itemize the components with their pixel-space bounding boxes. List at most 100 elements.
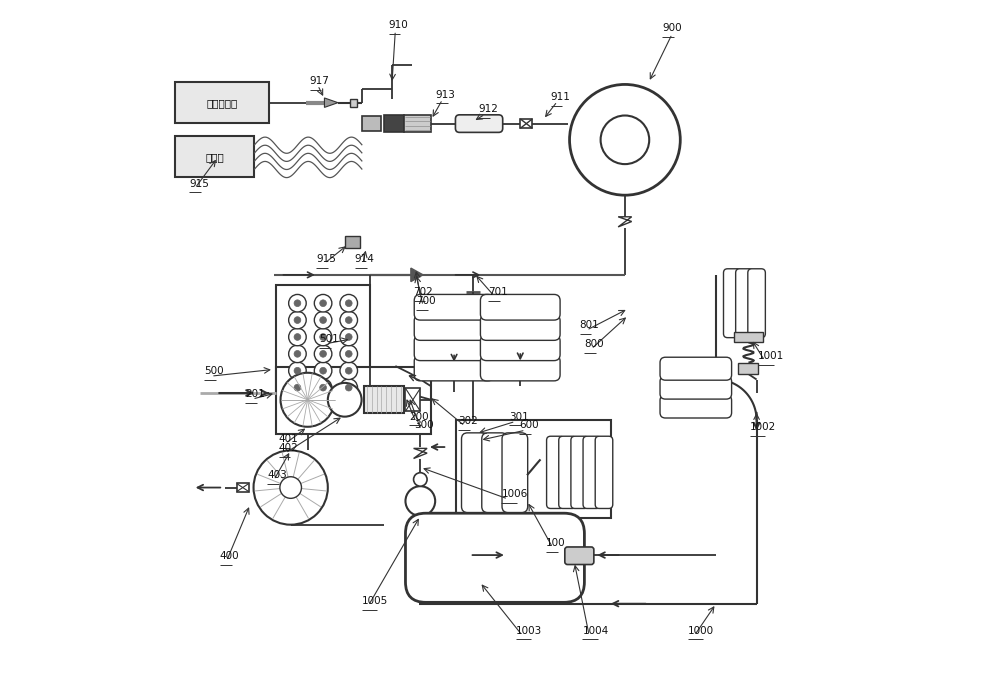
Text: 402: 402: [279, 443, 298, 454]
FancyBboxPatch shape: [345, 236, 360, 248]
Text: 100: 100: [546, 538, 566, 548]
Circle shape: [281, 373, 335, 426]
Text: 914: 914: [355, 254, 375, 264]
Text: 1003: 1003: [516, 626, 542, 636]
Text: 917: 917: [310, 76, 329, 86]
FancyBboxPatch shape: [414, 335, 494, 361]
Circle shape: [289, 311, 306, 329]
Text: 1004: 1004: [582, 626, 609, 636]
Circle shape: [340, 311, 358, 329]
Text: 600: 600: [519, 420, 539, 431]
Text: 500: 500: [204, 366, 224, 376]
Circle shape: [405, 486, 435, 516]
FancyBboxPatch shape: [480, 294, 560, 320]
FancyBboxPatch shape: [237, 483, 249, 492]
Text: 302: 302: [458, 416, 478, 426]
Circle shape: [345, 367, 352, 374]
Circle shape: [570, 85, 680, 195]
FancyBboxPatch shape: [455, 115, 503, 132]
FancyBboxPatch shape: [462, 433, 487, 513]
Circle shape: [345, 384, 352, 391]
Text: 401: 401: [279, 434, 298, 444]
Circle shape: [294, 384, 301, 391]
Circle shape: [340, 328, 358, 346]
Text: 1000: 1000: [688, 626, 714, 636]
Circle shape: [314, 294, 332, 312]
FancyBboxPatch shape: [414, 294, 494, 320]
Circle shape: [314, 328, 332, 346]
Circle shape: [414, 473, 427, 486]
Circle shape: [289, 345, 306, 363]
FancyBboxPatch shape: [571, 436, 588, 508]
FancyBboxPatch shape: [736, 268, 753, 338]
Circle shape: [294, 300, 301, 306]
FancyBboxPatch shape: [350, 98, 357, 106]
Circle shape: [320, 367, 326, 374]
Circle shape: [345, 351, 352, 357]
Text: 915: 915: [189, 179, 209, 188]
Text: 200: 200: [409, 412, 428, 422]
Circle shape: [314, 311, 332, 329]
Text: 900: 900: [662, 24, 682, 33]
Polygon shape: [324, 98, 338, 107]
Circle shape: [254, 450, 328, 525]
Circle shape: [340, 362, 358, 380]
Circle shape: [328, 383, 362, 417]
Text: 403: 403: [267, 471, 287, 481]
Text: 1006: 1006: [501, 490, 528, 499]
FancyBboxPatch shape: [547, 436, 564, 508]
Circle shape: [294, 351, 301, 357]
Circle shape: [345, 300, 352, 306]
Text: 800: 800: [584, 340, 604, 349]
FancyBboxPatch shape: [660, 357, 732, 380]
Circle shape: [320, 300, 326, 306]
FancyBboxPatch shape: [559, 436, 576, 508]
Text: 915: 915: [316, 254, 336, 264]
Circle shape: [314, 345, 332, 363]
Text: 1005: 1005: [362, 596, 388, 606]
Circle shape: [294, 367, 301, 374]
Circle shape: [320, 317, 326, 323]
Text: 912: 912: [478, 104, 498, 115]
Circle shape: [340, 345, 358, 363]
Circle shape: [294, 317, 301, 323]
Circle shape: [320, 334, 326, 340]
FancyBboxPatch shape: [660, 376, 732, 399]
FancyBboxPatch shape: [595, 436, 613, 508]
Text: 1001: 1001: [758, 351, 784, 361]
FancyBboxPatch shape: [276, 285, 370, 393]
Text: 801: 801: [580, 321, 599, 330]
FancyBboxPatch shape: [660, 395, 732, 418]
FancyBboxPatch shape: [384, 115, 404, 132]
Circle shape: [340, 379, 358, 397]
Circle shape: [289, 294, 306, 312]
FancyBboxPatch shape: [414, 315, 494, 340]
Text: 701: 701: [488, 287, 508, 297]
FancyBboxPatch shape: [362, 116, 381, 131]
Text: 201: 201: [245, 389, 265, 399]
FancyBboxPatch shape: [738, 363, 758, 374]
Circle shape: [320, 384, 326, 391]
Text: 700: 700: [416, 296, 436, 306]
FancyBboxPatch shape: [405, 513, 584, 602]
FancyBboxPatch shape: [502, 433, 528, 513]
FancyBboxPatch shape: [175, 83, 269, 123]
Circle shape: [345, 317, 352, 323]
Text: 动力电: 动力电: [205, 152, 224, 161]
Text: 910: 910: [389, 20, 408, 30]
FancyBboxPatch shape: [734, 332, 763, 342]
Text: 913: 913: [436, 89, 456, 100]
Circle shape: [345, 334, 352, 340]
FancyBboxPatch shape: [482, 433, 507, 513]
Circle shape: [314, 379, 332, 397]
FancyBboxPatch shape: [456, 420, 611, 518]
Text: 400: 400: [220, 551, 239, 561]
Circle shape: [601, 115, 649, 164]
Circle shape: [280, 477, 301, 498]
FancyBboxPatch shape: [480, 315, 560, 340]
FancyBboxPatch shape: [583, 436, 601, 508]
Circle shape: [294, 334, 301, 340]
FancyBboxPatch shape: [480, 335, 560, 361]
Circle shape: [340, 294, 358, 312]
Circle shape: [289, 379, 306, 397]
